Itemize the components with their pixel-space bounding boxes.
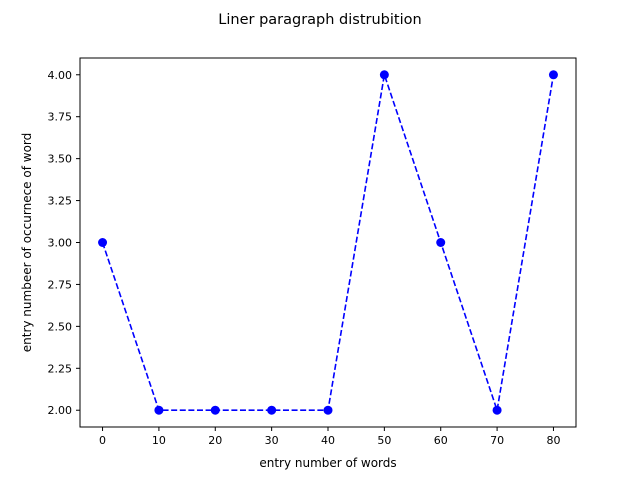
x-axis-label: entry number of words <box>259 456 396 470</box>
x-tick-label: 50 <box>377 434 391 447</box>
x-tick-label: 80 <box>546 434 560 447</box>
x-axis-ticks: 0 10 20 30 40 50 60 70 80 <box>99 427 560 447</box>
data-point <box>379 70 389 80</box>
data-point <box>548 70 558 80</box>
data-point <box>210 405 220 415</box>
y-axis-ticks: 2.00 2.25 2.50 2.75 3.00 3.25 3.50 3.75 4.00 <box>48 69 80 417</box>
x-tick-label: 10 <box>152 434 166 447</box>
data-point <box>436 238 446 247</box>
y-tick-label: 3.75 <box>48 111 73 124</box>
data-point <box>154 405 164 415</box>
y-tick-label: 2.25 <box>48 362 73 375</box>
plot-area-frame <box>79 57 577 428</box>
chart-title: Liner paragraph distrubition <box>218 12 421 28</box>
y-tick-label: 2.50 <box>48 320 73 333</box>
series-layer <box>98 70 558 415</box>
data-point <box>98 238 108 247</box>
x-tick-label: 0 <box>99 434 106 447</box>
y-axis-label: entry numbeer of occurnece of word <box>20 133 34 352</box>
x-tick-label: 60 <box>434 434 448 447</box>
y-tick-label: 3.50 <box>48 153 73 166</box>
y-tick-label: 2.75 <box>48 278 73 291</box>
x-tick-label: 30 <box>265 434 279 447</box>
y-tick-label: 4.00 <box>48 69 73 82</box>
y-tick-label: 3.25 <box>48 195 73 208</box>
y-tick-label: 2.00 <box>48 404 73 417</box>
data-point <box>323 405 333 415</box>
series-line <box>101 74 555 412</box>
x-tick-label: 70 <box>490 434 504 447</box>
x-tick-label: 40 <box>321 434 335 447</box>
y-tick-label: 3.00 <box>48 237 73 250</box>
data-point <box>267 405 277 415</box>
x-tick-label: 20 <box>208 434 222 447</box>
data-point <box>492 405 502 415</box>
